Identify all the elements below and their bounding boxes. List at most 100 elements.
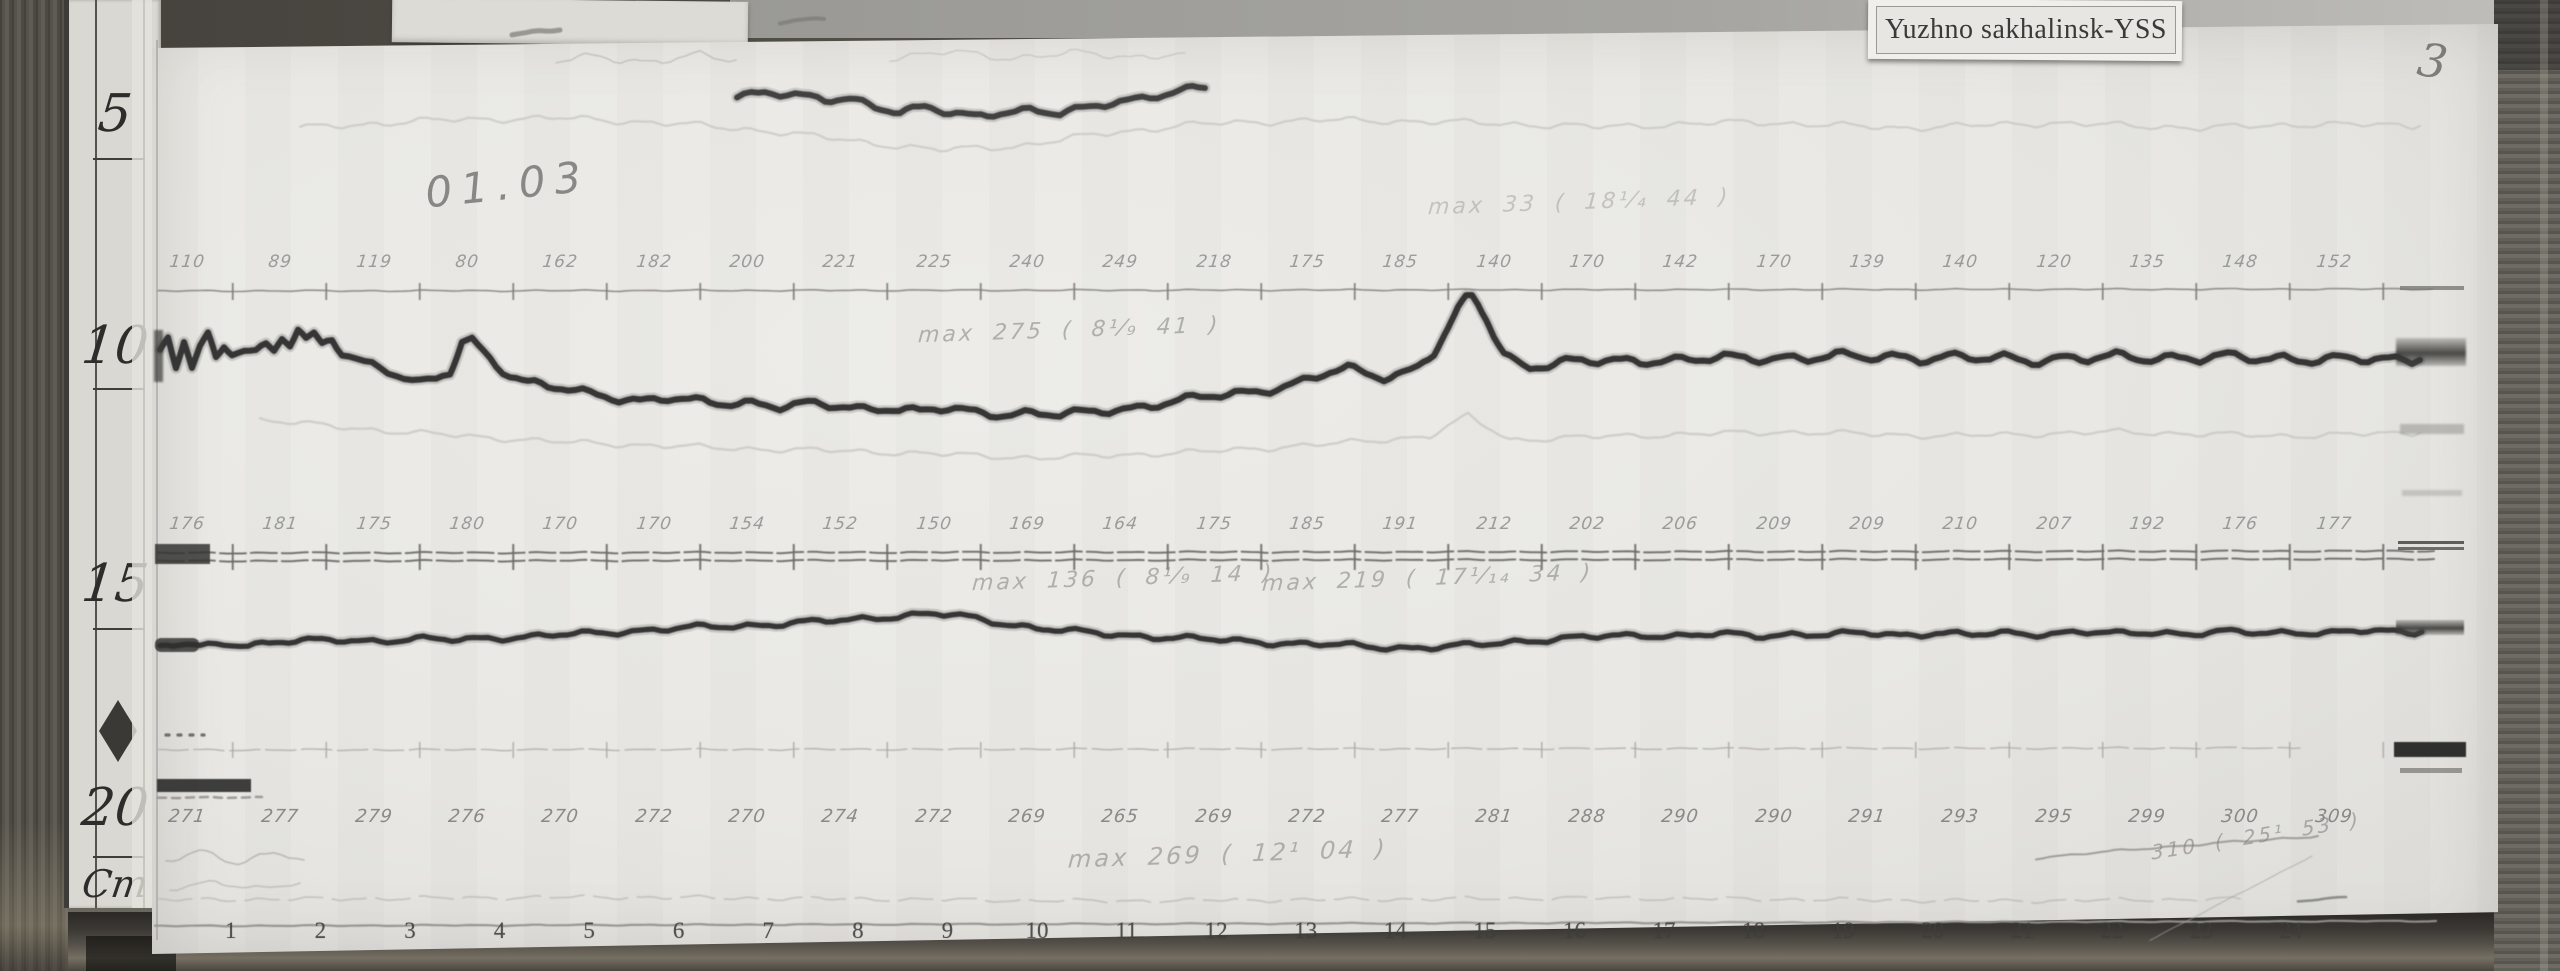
hour-scale-number: 16 <box>1562 918 1586 943</box>
amplitude-reading: 150 <box>914 514 953 534</box>
ruler-division-line <box>93 158 145 160</box>
amplitude-reading: 170 <box>1754 252 1793 272</box>
amplitude-reading: 162 <box>541 252 580 272</box>
hour-scale-number: 4 <box>493 918 506 943</box>
amplitude-reading: 200 <box>728 252 767 272</box>
amplitude-reading: 181 <box>261 514 300 534</box>
adhesive-tape <box>391 0 749 46</box>
hour-scale-number: 15 <box>1473 918 1497 943</box>
trace-start-block <box>155 638 199 652</box>
amplitude-reading: 270 <box>727 806 768 827</box>
amplitude-reading: 154 <box>728 514 767 534</box>
amplitude-reading: 185 <box>1381 252 1420 272</box>
trace-start-smear <box>154 330 163 382</box>
amplitude-reading: 142 <box>1661 252 1700 272</box>
amplitude-reading: 140 <box>1941 252 1980 272</box>
amplitude-reading: 269 <box>1193 806 1234 827</box>
amplitude-reading: 270 <box>540 806 581 827</box>
amplitude-reading: 269 <box>1007 806 1048 827</box>
amplitude-reading: 80 <box>454 252 481 272</box>
amplitude-reading: 272 <box>633 806 674 827</box>
amplitude-reading: 209 <box>1848 514 1887 534</box>
calibration-band <box>2400 768 2462 773</box>
ruler-paper-gap <box>132 0 152 908</box>
calibration-bar-left <box>157 779 251 792</box>
amplitude-reading: 299 <box>2127 806 2167 827</box>
amplitude-reading: 277 <box>260 806 301 827</box>
amplitude-reading: 249 <box>1101 252 1140 272</box>
trace-start-block <box>155 544 210 564</box>
amplitude-reading: 169 <box>1008 514 1047 534</box>
amplitude-reading: 192 <box>2128 514 2167 534</box>
calibration-band <box>2396 620 2464 635</box>
amplitude-reading: 277 <box>1380 806 1421 827</box>
calibration-band <box>2398 541 2464 544</box>
hour-scale-number: 23 <box>2190 918 2213 943</box>
calibration-band <box>2394 742 2466 757</box>
amplitude-reading: 291 <box>1847 806 1887 827</box>
amplitude-reading: 288 <box>1567 806 1607 827</box>
amplitude-reading: 175 <box>1194 514 1233 534</box>
hour-scale-number: 14 <box>1383 918 1407 943</box>
hour-scale-number: 5 <box>583 918 595 943</box>
amplitude-reading: 272 <box>913 806 954 827</box>
amplitude-reading: 281 <box>1473 806 1514 827</box>
ruler-division-line <box>93 388 145 390</box>
amplitude-reading: 140 <box>1474 252 1513 272</box>
amplitude-readings-row-2: 176 181 175 180 170 170 154 152 150 169 164 175 185 1… <box>140 514 2380 542</box>
calibration-band <box>2398 547 2464 550</box>
amplitude-reading: 191 <box>1381 514 1420 534</box>
hour-scale-number: 12 <box>1204 918 1228 943</box>
hour-scale-number: 13 <box>1294 918 1318 943</box>
amplitude-reading: 175 <box>354 514 393 534</box>
amplitude-reading: 182 <box>634 252 673 272</box>
hour-scale-number: 11 <box>1115 918 1138 943</box>
amplitude-reading: 210 <box>1941 514 1980 534</box>
amplitude-reading: 202 <box>1568 514 1607 534</box>
wood-table-right <box>2494 0 2560 971</box>
hour-scale-number: 19 <box>1831 918 1855 943</box>
amplitude-readings-row-1: 110 89 119 80 162 182 200 221 225 240 249 218 175 185… <box>140 252 2380 280</box>
hour-scale-number: 24 <box>2279 918 2303 943</box>
hour-scale-number: 7 <box>762 918 775 943</box>
hour-scale-number: 20 <box>1921 918 1945 943</box>
ruler-division-line <box>93 856 145 858</box>
amplitude-reading: 265 <box>1100 806 1141 827</box>
amplitude-readings-row-3: 271 277 279 276 270 272 270 274 272 269 265 269 272 2… <box>140 806 2380 834</box>
amplitude-reading: 170 <box>541 514 580 534</box>
amplitude-reading: 272 <box>1287 806 1328 827</box>
amplitude-reading: 152 <box>821 514 860 534</box>
amplitude-reading: 164 <box>1101 514 1140 534</box>
station-label-card: Yuzhno sakhalinsk-YSS <box>1876 6 2176 54</box>
amplitude-reading: 218 <box>1194 252 1233 272</box>
amplitude-reading: 209 <box>1754 514 1793 534</box>
calibration-band <box>2400 286 2464 290</box>
amplitude-reading: 240 <box>1008 252 1047 272</box>
hour-scale-row: 1 2 3 4 5 6 7 8 9 10 11 12 13 14 15 16 17 18 19 20 21 22 23 24 <box>186 918 2336 946</box>
amplitude-reading: 120 <box>2034 252 2073 272</box>
amplitude-reading: 175 <box>1288 252 1327 272</box>
amplitude-reading: 279 <box>353 806 394 827</box>
hour-scale-number: 3 <box>404 918 416 943</box>
hour-scale-number: 2 <box>314 918 327 943</box>
amplitude-reading: 177 <box>2314 514 2353 534</box>
hour-scale-number: 21 <box>2010 918 2034 943</box>
amplitude-reading: 225 <box>914 252 953 272</box>
hour-scale-number: 10 <box>1025 918 1049 943</box>
ruler-division-line <box>93 628 145 630</box>
hour-scale-number: 22 <box>2100 918 2124 943</box>
calibration-band <box>2400 424 2464 434</box>
amplitude-reading: 89 <box>267 252 294 272</box>
amplitude-reading: 207 <box>2034 514 2073 534</box>
amplitude-reading: 290 <box>1753 806 1794 827</box>
amplitude-reading: 295 <box>2033 806 2074 827</box>
amplitude-reading: 135 <box>2128 252 2167 272</box>
paper-left-edge <box>156 40 158 940</box>
hour-scale-number: 17 <box>1652 918 1676 943</box>
hour-scale-number: 18 <box>1742 918 1766 943</box>
amplitude-reading: 176 <box>2221 514 2260 534</box>
hour-scale-number: 8 <box>852 918 864 943</box>
seismogram-paper <box>152 24 2498 954</box>
calibration-band <box>2402 490 2462 496</box>
